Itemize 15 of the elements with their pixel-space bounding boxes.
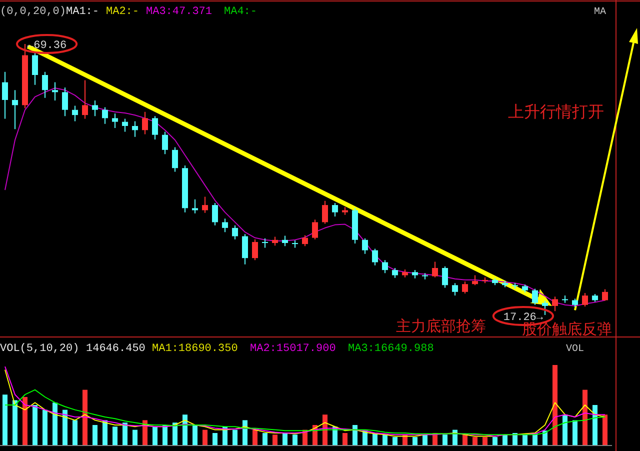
text: 主力底部抢筹	[396, 317, 486, 335]
text: MA1:18690.350	[152, 343, 238, 355]
annotation: 上升行情打开	[508, 102, 604, 121]
text: MA3:16649.988	[348, 343, 434, 355]
text: MA1:-	[66, 6, 100, 18]
annotation: ←69.36	[27, 40, 67, 52]
text: VOL	[566, 344, 584, 355]
text: MA3:47.371	[146, 6, 212, 18]
text: 14646.450	[86, 343, 146, 355]
text: MA2:15017.900	[250, 343, 336, 355]
text: MA4:-	[224, 6, 258, 18]
text: MA2:-	[106, 6, 140, 18]
text: MA	[594, 7, 606, 18]
text: VOL(5,10,20)	[0, 343, 80, 355]
text: (0,0,20,0)	[0, 6, 66, 18]
